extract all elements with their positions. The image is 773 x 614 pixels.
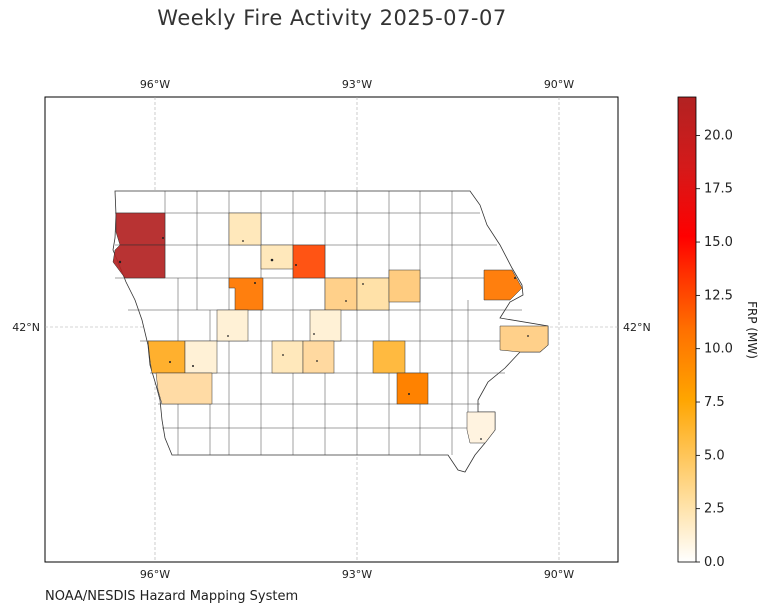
county-j bbox=[271, 340, 304, 374]
county-nw-2 bbox=[112, 244, 166, 279]
colorbar-tick-label: 5.0 bbox=[704, 448, 725, 463]
lon-tick-bottom-1: 96°W bbox=[140, 568, 170, 581]
colorbar-tick-label: 17.5 bbox=[704, 182, 733, 197]
colorbar-tick-label: 10.0 bbox=[704, 342, 733, 357]
lon-tick-top-3: 90°W bbox=[544, 78, 574, 91]
lon-tick-top-2: 93°W bbox=[342, 78, 372, 91]
county-nw-1 bbox=[115, 212, 166, 246]
lat-tick-right: 42°N bbox=[623, 321, 651, 334]
source-credit: NOAA/NESDIS Hazard Mapping System bbox=[45, 589, 299, 604]
county-e bbox=[388, 269, 421, 303]
county-m bbox=[466, 411, 496, 444]
county-sc bbox=[396, 372, 429, 405]
county-upper bbox=[292, 244, 326, 279]
lon-tick-bottom-3: 90°W bbox=[544, 568, 574, 581]
map-title: Weekly Fire Activity 2025-07-07 bbox=[157, 6, 507, 30]
county-k bbox=[302, 340, 335, 374]
colorbar bbox=[677, 96, 697, 563]
county-a bbox=[228, 212, 262, 246]
county-i bbox=[184, 340, 218, 374]
county-central bbox=[372, 340, 406, 374]
colorbar-tick-label: 20.0 bbox=[704, 128, 733, 143]
county-h bbox=[499, 325, 549, 353]
colorbar-tick-label: 12.5 bbox=[704, 288, 733, 303]
colorbar-tick-label: 15.0 bbox=[704, 235, 733, 250]
lon-tick-bottom-2: 93°W bbox=[342, 568, 372, 581]
colorbar-ticks: 0.0 2.5 5.0 7.5 10.0 12.5 15.0 17.5 20.0 bbox=[696, 128, 733, 570]
county-c bbox=[324, 277, 358, 311]
colorbar-tick-label: 0.0 bbox=[704, 555, 725, 570]
colorbar-tick-label: 7.5 bbox=[704, 395, 725, 410]
colorbar-tick-label: 2.5 bbox=[704, 502, 725, 517]
county-g bbox=[309, 309, 342, 342]
county-l bbox=[155, 372, 213, 405]
fire-detections bbox=[118, 237, 529, 440]
county-f bbox=[216, 309, 249, 342]
fire-counties bbox=[112, 212, 549, 444]
county-d bbox=[356, 277, 390, 311]
county-b bbox=[260, 244, 294, 270]
lon-tick-top-1: 96°W bbox=[140, 78, 170, 91]
colorbar-label: FRP (MW) bbox=[745, 301, 759, 359]
county-ne bbox=[483, 269, 523, 301]
county-sw bbox=[147, 340, 186, 374]
lat-tick-left: 42°N bbox=[12, 321, 40, 334]
